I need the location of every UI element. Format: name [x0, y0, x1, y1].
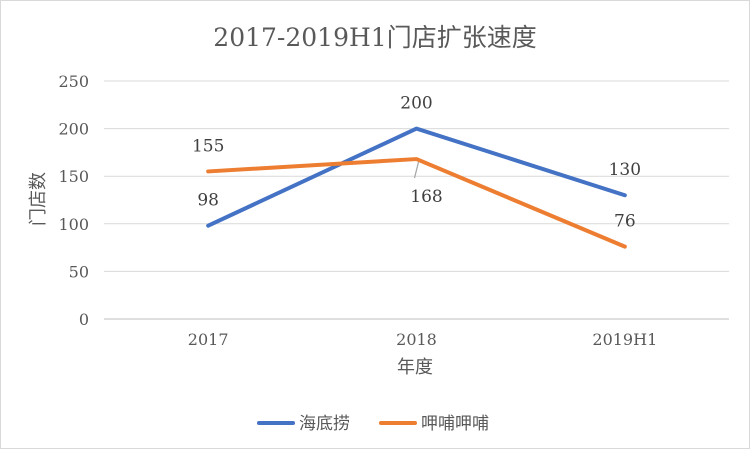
y-tick-label: 200 [58, 120, 89, 139]
x-tick-label: 2017 [188, 330, 229, 349]
data-label: 155 [192, 136, 224, 156]
y-axis-title: 门店数 [28, 172, 49, 226]
data-label: 200 [400, 94, 432, 114]
series-lines [206, 126, 627, 249]
series-line-1 [206, 157, 627, 249]
x-tick-label: 2019H1 [592, 330, 657, 349]
y-tick-label: 0 [79, 310, 89, 329]
y-tick-label: 250 [58, 72, 89, 91]
y-tick-label: 150 [58, 167, 89, 186]
y-axis-ticks: 0 50 100 150 200 250 [58, 72, 89, 329]
y-tick-label: 50 [69, 262, 89, 281]
data-label: 168 [410, 187, 442, 207]
x-tick-label: 2018 [396, 330, 437, 349]
legend: 海底捞 呷哺呷哺 [257, 414, 489, 434]
series-line-0 [206, 126, 627, 228]
data-labels: 98 200 130 155 168 76 [192, 94, 641, 232]
y-tick-label: 100 [58, 215, 89, 234]
data-label: 130 [609, 160, 641, 180]
data-label: 98 [197, 191, 219, 211]
x-axis-title: 年度 [397, 357, 433, 378]
legend-label-1: 呷哺呷哺 [421, 414, 489, 434]
chart-title: 2017-2019H1门店扩张速度 [213, 23, 536, 52]
legend-label-0: 海底捞 [299, 414, 350, 434]
data-label-leader [413, 161, 420, 179]
x-axis-ticks: 2017 2018 2019H1 [188, 330, 657, 349]
data-label: 76 [614, 212, 636, 232]
